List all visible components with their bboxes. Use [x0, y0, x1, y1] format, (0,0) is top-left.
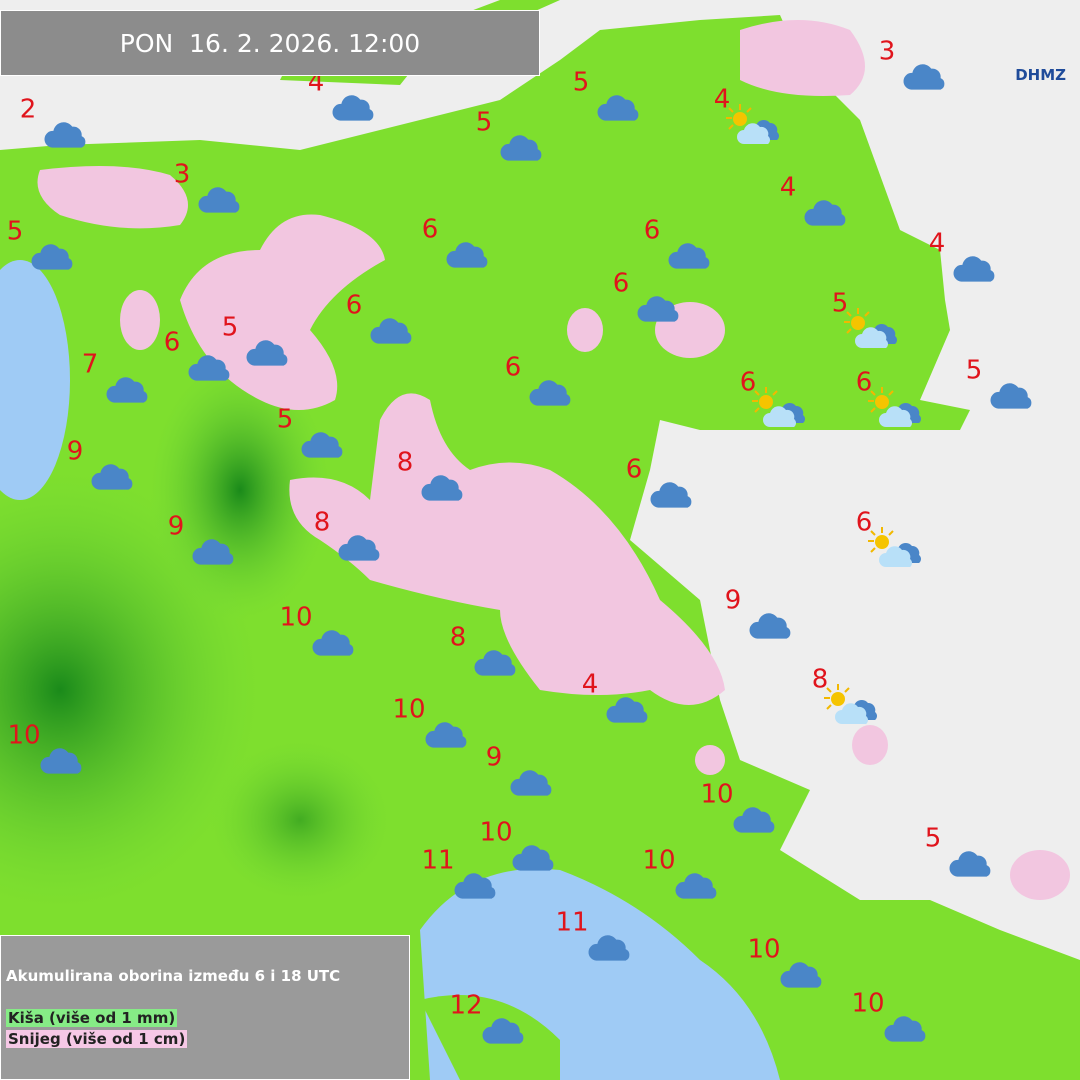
temperature: 9 [725, 586, 742, 616]
temperature: 4 [780, 173, 797, 203]
temperature: 9 [168, 512, 185, 542]
logo: DHMZ [1015, 66, 1066, 84]
temperature: 6 [164, 328, 181, 358]
temperature: 6 [644, 216, 661, 246]
temperature: 10 [7, 721, 40, 751]
temperature: 6 [505, 353, 522, 383]
temperature: 8 [314, 508, 331, 538]
temperature: 3 [879, 37, 896, 67]
temperature: 6 [856, 368, 873, 398]
temperature: 5 [925, 824, 942, 854]
temperature: 10 [279, 603, 312, 633]
temperature: 10 [747, 935, 780, 965]
temperature: 4 [714, 85, 731, 115]
temperature: 10 [392, 695, 425, 725]
temperature: 10 [479, 818, 512, 848]
temperature: 5 [277, 405, 294, 435]
temperature: 3 [174, 160, 191, 190]
temperature: 4 [929, 229, 946, 259]
heavy-rain [210, 740, 390, 900]
sea [0, 260, 70, 500]
temperature: 8 [397, 448, 414, 478]
temperature: 6 [613, 269, 630, 299]
temperature: 10 [642, 846, 675, 876]
temperature: 7 [82, 350, 99, 380]
temperature: 6 [626, 455, 643, 485]
header-datetime: PON 16. 2. 2026. 12:00 [0, 10, 540, 76]
temperature: 6 [856, 508, 873, 538]
temperature: 10 [851, 989, 884, 1019]
temperature: 10 [700, 780, 733, 810]
temperature: 8 [812, 665, 829, 695]
temperature: 5 [7, 217, 24, 247]
temperature: 5 [222, 313, 239, 343]
temperature: 11 [555, 908, 588, 938]
temperature: 2 [20, 95, 37, 125]
legend: Akumulirana oborina između 6 i 18 UTC Ki… [0, 935, 410, 1080]
temperature: 12 [449, 991, 482, 1021]
temperature: 6 [740, 368, 757, 398]
temperature: 5 [573, 68, 590, 98]
legend-item: Kiša (više od 1 mm) [6, 1009, 178, 1027]
temperature: 5 [966, 356, 983, 386]
temperature: 8 [450, 623, 467, 653]
temperature: 5 [832, 289, 849, 319]
temperature: 5 [476, 108, 493, 138]
temperature: 4 [582, 670, 599, 700]
temperature: 9 [486, 743, 503, 773]
temperature: 6 [346, 291, 363, 321]
legend-item: Snijeg (više od 1 cm) [6, 1030, 188, 1048]
temperature: 11 [421, 846, 454, 876]
legend-title: Akumulirana oborina između 6 i 18 UTC [6, 967, 341, 985]
temperature: 6 [422, 215, 439, 245]
temperature: 9 [67, 437, 84, 467]
